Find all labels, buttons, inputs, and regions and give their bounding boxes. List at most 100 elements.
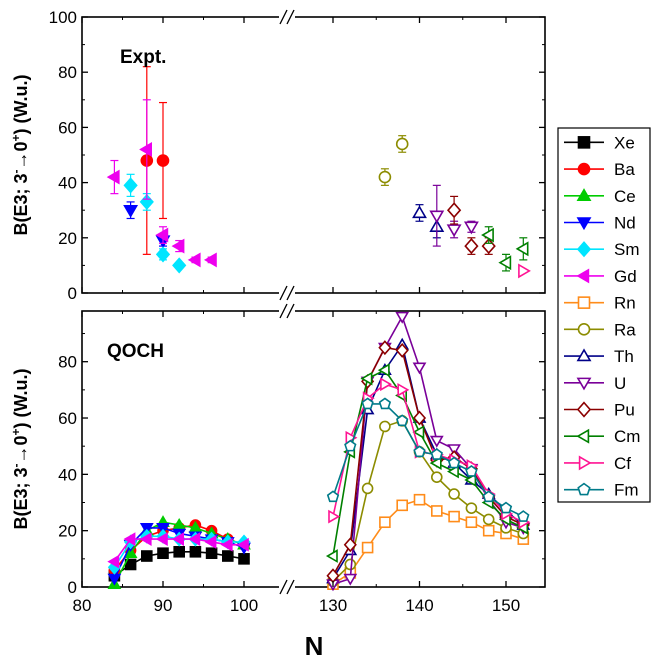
data-point (361, 397, 374, 410)
axis-break-slash (279, 9, 288, 25)
legend-label: Cf (614, 454, 631, 473)
ylabel-unit: ) (W.u.) (11, 368, 31, 428)
data-point (344, 558, 357, 571)
legend-label: U (614, 374, 626, 393)
data-point (465, 502, 478, 514)
data-point (446, 202, 462, 219)
data-point (361, 482, 374, 495)
data-point (156, 523, 170, 535)
data-point (326, 490, 340, 503)
data-point (447, 456, 461, 469)
data-point (482, 513, 495, 526)
panel-2-series-gd (107, 532, 249, 569)
data-point (139, 532, 152, 547)
ylabel-unit: ) (W.u.) (11, 74, 31, 134)
data-point (396, 499, 409, 512)
panel-2-ylabel: B(E3; 3-→0+) (W.u.) (9, 368, 31, 529)
data-point (429, 456, 442, 470)
data-point (413, 445, 426, 458)
legend-entry-th: Th (564, 347, 634, 366)
data-point (448, 488, 460, 500)
data-point (412, 205, 427, 219)
ylabel-sup: - (9, 170, 23, 174)
legend-marker (576, 268, 590, 284)
axis-break-gap (279, 8, 295, 26)
data-point (141, 550, 153, 562)
data-point (379, 420, 391, 433)
ylabel-sup: + (9, 134, 23, 141)
y-tick-label: 60 (58, 409, 77, 428)
x-tick-label: 100 (230, 596, 258, 615)
x-axis-label: N (305, 631, 324, 660)
data-point (499, 501, 513, 514)
data-series (106, 66, 531, 592)
panel-2-label: QOCH (107, 341, 164, 362)
ylabel-arrow: →0 (11, 141, 31, 169)
legend-marker (578, 455, 592, 471)
legend-label: Sm (614, 240, 640, 259)
legend-entry-sm: Sm (564, 240, 640, 259)
panel-2-frame (81, 310, 546, 588)
legend-entry-ra: Ra (564, 320, 636, 339)
data-point (155, 246, 171, 263)
data-point (396, 414, 409, 427)
axis-break-slash (279, 579, 288, 595)
data-point (139, 142, 152, 157)
panel-1-series-u (429, 184, 479, 247)
legend-marker (577, 296, 591, 309)
y-tick-label: 0 (68, 578, 77, 597)
data-point (106, 169, 120, 185)
data-point (238, 553, 250, 565)
legend-label: Ba (614, 160, 635, 179)
data-point (123, 177, 138, 194)
panel-1-top-axis-break (279, 8, 295, 26)
data-point (172, 532, 184, 547)
data-point (172, 257, 187, 274)
panel-2-bottom-axis-break (279, 578, 295, 596)
data-point (463, 221, 479, 235)
panel-2-series-th (326, 337, 531, 584)
panel-1-series-cf (518, 263, 531, 279)
data-point (155, 227, 169, 243)
ylabel-arrow: →0 (11, 435, 31, 463)
legend-marker (576, 188, 592, 201)
data-point (343, 573, 358, 586)
legend-entry-ba: Ba (564, 160, 635, 179)
data-point (446, 224, 462, 238)
data-point (222, 550, 234, 562)
legend-marker (576, 348, 592, 362)
plot-frames (81, 16, 546, 588)
data-point (465, 516, 478, 529)
data-point (430, 448, 443, 460)
data-point (325, 549, 338, 563)
data-point (395, 311, 410, 324)
legend-label: Pu (614, 401, 635, 420)
data-point (123, 205, 139, 218)
data-point (412, 362, 427, 375)
panel-1-bottom-axis-break (279, 284, 295, 302)
legend-entry-cm: Cm (564, 427, 640, 446)
panel-1-series-th (412, 204, 445, 239)
x-tick-label: 140 (405, 596, 433, 615)
panel-1-label: Expt. (120, 47, 166, 68)
data-point (447, 444, 461, 457)
data-point (187, 252, 201, 268)
axis-break-slash (279, 303, 288, 319)
panel-2-top-axis-break (279, 302, 295, 320)
panel-2-series-cm (325, 363, 529, 563)
data-point (203, 252, 217, 268)
data-point (173, 545, 185, 558)
data-point (464, 473, 477, 487)
y-tick-label: 80 (58, 353, 77, 372)
legend-entry-u: U (564, 374, 626, 393)
data-point (429, 435, 444, 448)
data-point (157, 547, 169, 560)
data-point (395, 137, 409, 151)
data-point (361, 541, 374, 554)
legend-entry-fm: Fm (564, 481, 639, 500)
data-point (412, 425, 425, 439)
data-point (378, 170, 392, 184)
y-tick-label: 60 (58, 118, 77, 137)
x-tick-label: 150 (492, 596, 520, 615)
data-point (482, 524, 495, 537)
